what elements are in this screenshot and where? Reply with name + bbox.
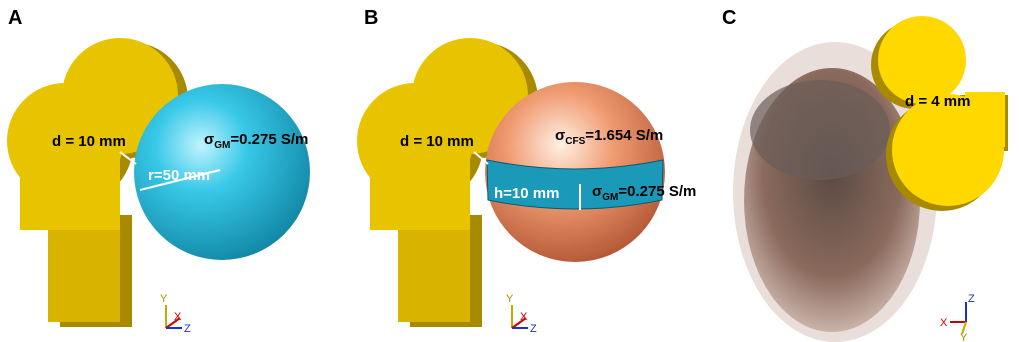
coil-distance: d = 10 mm [52, 133, 126, 150]
axis-triad: Y X Z [506, 293, 537, 335]
axis-label: Y [960, 332, 968, 342]
panel-c: C d = 4 mm Z X Y [722, 7, 1008, 342]
sigma: σ [204, 131, 214, 148]
axis-label: X [174, 311, 182, 323]
figure: A d = 10 mm r=50 mm σGM=0.275 S/m Y X Z … [0, 0, 1019, 342]
coil-distance: d = 4 mm [905, 93, 970, 110]
brain [750, 80, 890, 180]
axis-label: Y [506, 293, 514, 305]
subscript: CFS [565, 136, 585, 147]
value: =0.275 S/m [618, 183, 696, 200]
value: =0.275 S/m [230, 131, 308, 148]
subscript: GM [214, 140, 230, 151]
panel-label: C [722, 7, 736, 29]
panel-label: B [364, 7, 378, 29]
value: =1.654 S/m [585, 127, 663, 144]
panel-label: A [8, 7, 22, 29]
panel-a: A d = 10 mm r=50 mm σGM=0.275 S/m Y X Z [7, 7, 310, 335]
axis-label: Z [184, 323, 191, 335]
axis-label: Z [968, 293, 975, 305]
axis-label: Z [530, 323, 537, 335]
sigma: σ [592, 183, 602, 200]
axis-triad: Z X Y [940, 293, 975, 342]
axis-triad: Y X Z [160, 293, 191, 335]
axis-label: X [520, 311, 528, 323]
sigma: σ [555, 127, 565, 144]
axis-label: X [940, 317, 948, 329]
axis-label: Y [160, 293, 168, 305]
subscript: GM [602, 192, 618, 203]
coil-distance: d = 10 mm [400, 133, 474, 150]
panel-b: B d = 10 mm σCFS=1.654 S/m h=10 mm σGM=0… [357, 7, 696, 335]
height-label: h=10 mm [494, 185, 559, 202]
